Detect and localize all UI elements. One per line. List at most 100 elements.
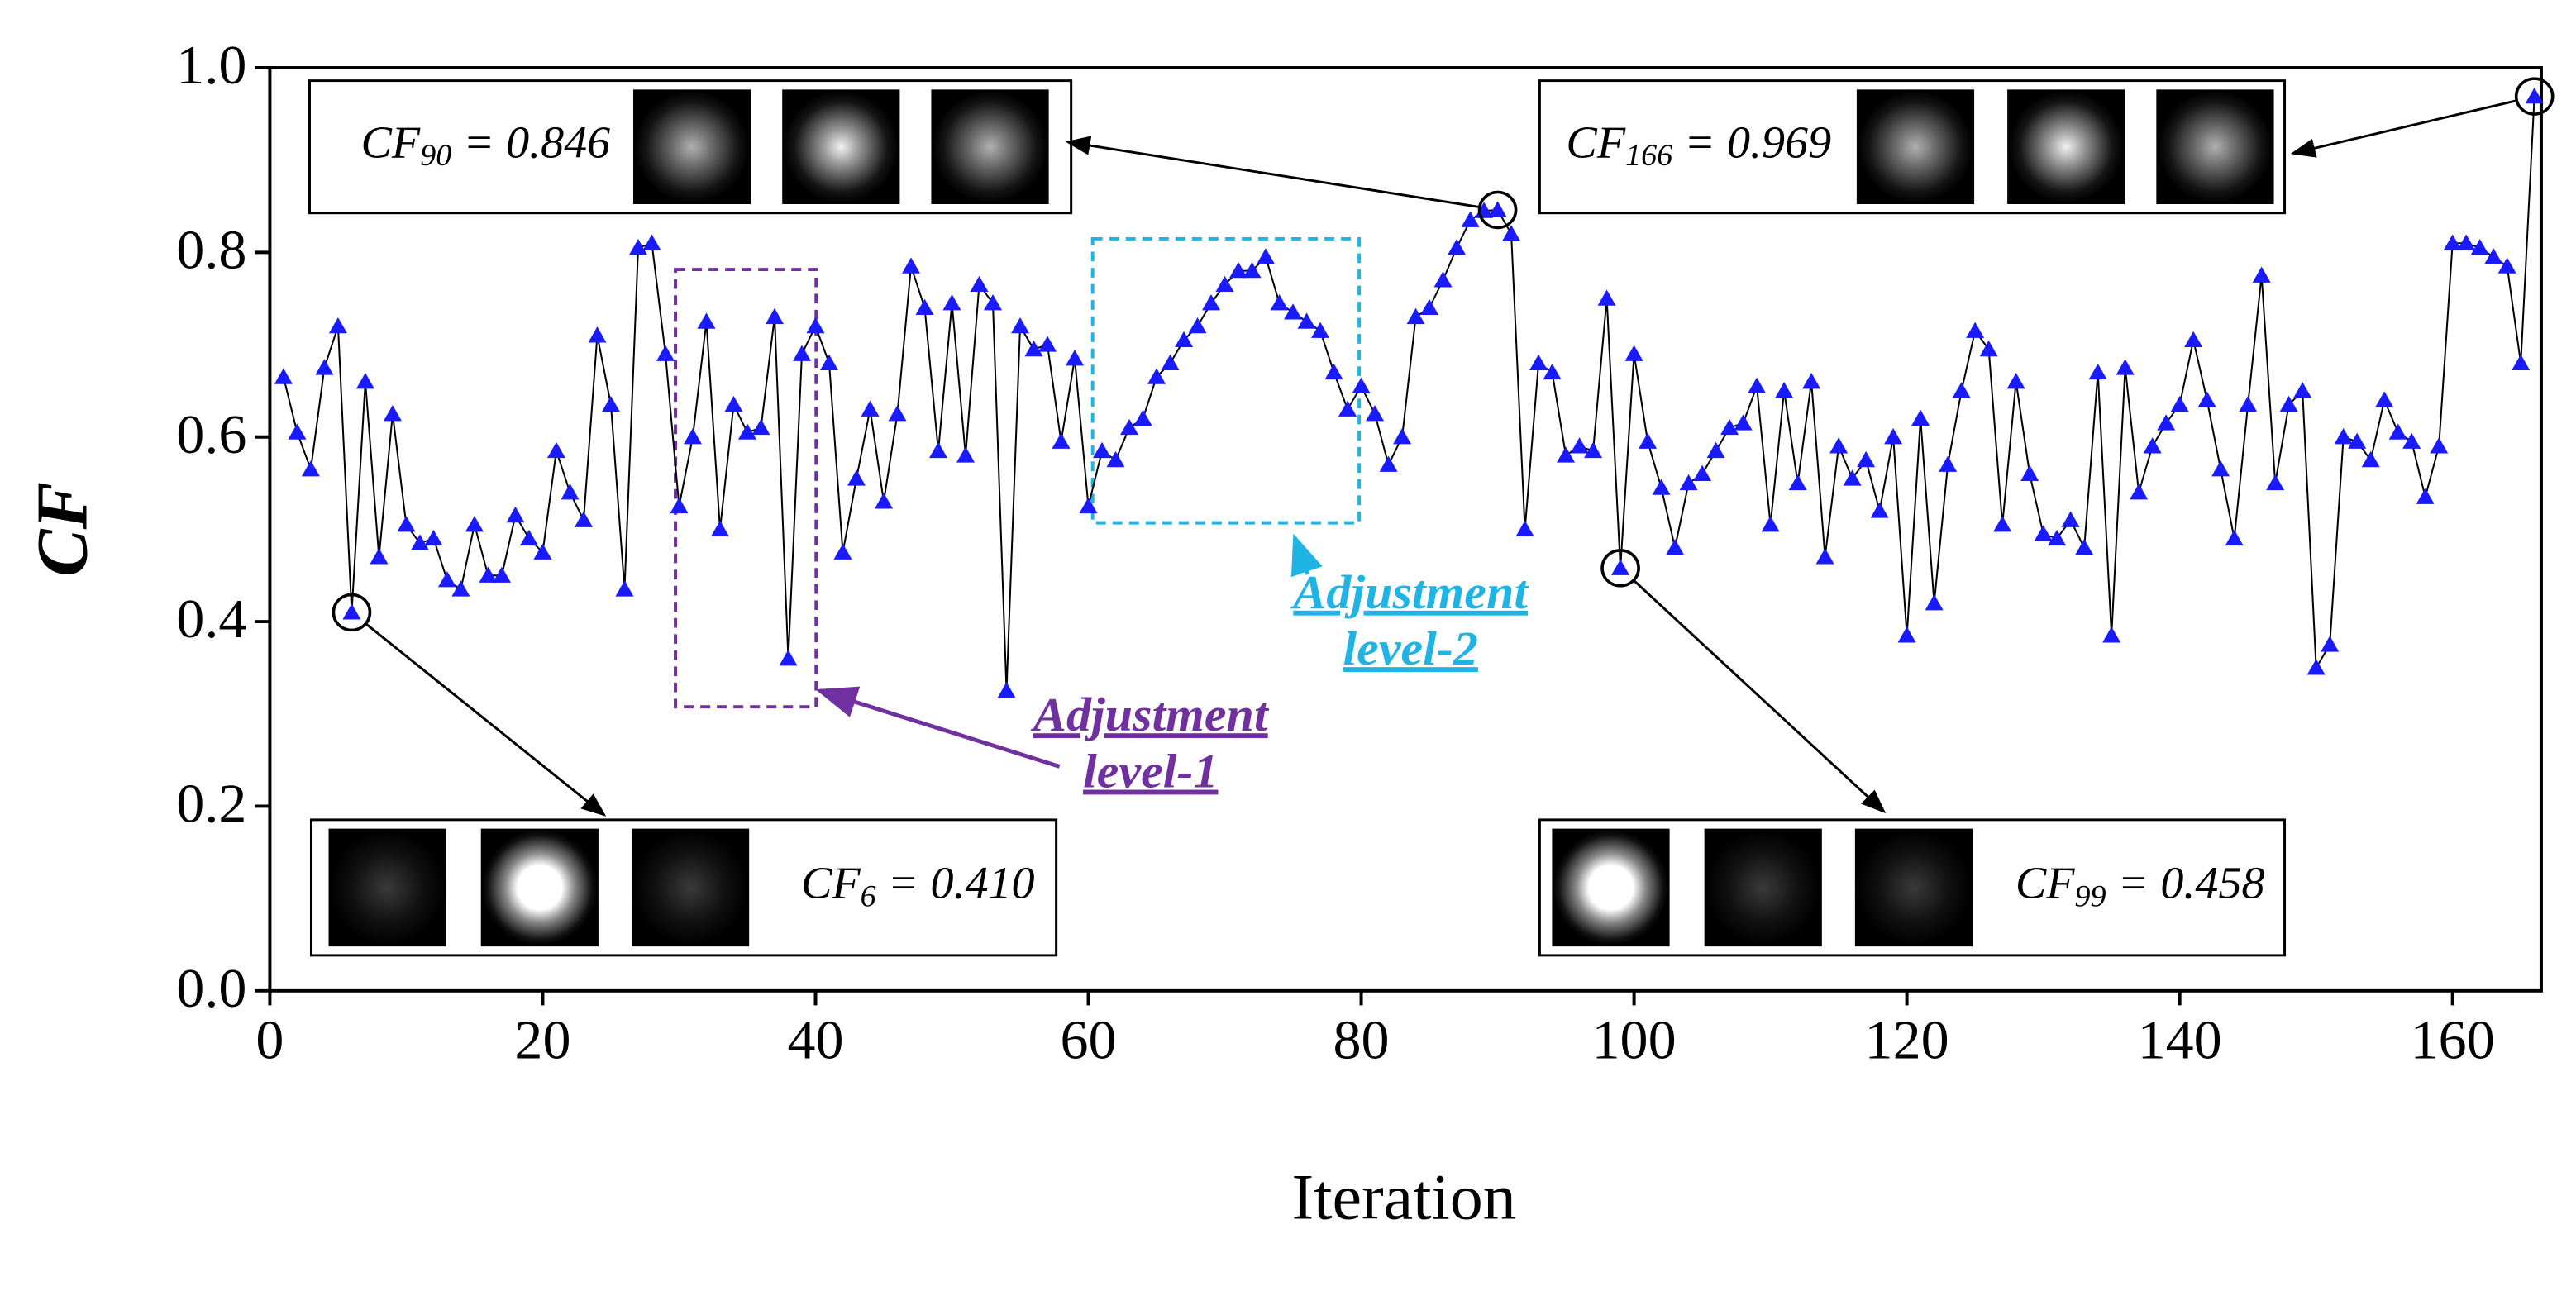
data-point <box>383 405 402 422</box>
data-point <box>1502 225 1521 241</box>
data-point <box>546 441 565 459</box>
data-point <box>2525 87 2544 104</box>
data-point <box>2375 391 2394 407</box>
data-point <box>2388 423 2407 440</box>
inset-label: CF6 = 0.410 <box>801 858 1035 913</box>
data-point <box>2116 359 2135 375</box>
data-point <box>1570 437 1589 454</box>
data-point <box>2034 525 2053 541</box>
x-tick-label: 0 <box>255 1009 284 1070</box>
data-point <box>1843 469 1862 486</box>
data-point <box>656 345 675 361</box>
data-point <box>2225 529 2244 546</box>
data-point <box>1270 294 1289 311</box>
inset-label-value: = 0.846 <box>463 117 610 167</box>
highlight-circle <box>2514 77 2555 116</box>
data-point <box>847 469 866 486</box>
adjustment-box <box>674 268 818 709</box>
inset-label: CF99 = 0.458 <box>2015 858 2265 913</box>
data-point <box>737 423 756 440</box>
data-point <box>451 580 470 597</box>
y-tick-label: 0.2 <box>176 773 246 834</box>
data-point <box>628 239 647 255</box>
x-tick-label: 120 <box>1865 1009 1949 1070</box>
data-line <box>282 96 2535 691</box>
data-point <box>424 529 443 546</box>
data-point <box>519 529 538 546</box>
data-point <box>1366 405 1385 422</box>
data-point <box>997 682 1016 698</box>
data-point <box>2321 636 2340 652</box>
inset-label-sub: 6 <box>861 879 876 912</box>
data-point <box>328 317 347 334</box>
data-point <box>670 497 689 514</box>
data-point <box>1952 382 1971 398</box>
data-point <box>1324 363 1343 380</box>
data-point <box>765 307 784 325</box>
data-point <box>1311 322 1330 338</box>
y-tick-label: 0.4 <box>176 588 246 650</box>
inset-image <box>1704 828 1822 947</box>
data-point <box>874 493 894 509</box>
data-point <box>1829 437 1849 454</box>
plot-frame <box>268 66 2543 993</box>
data-point <box>370 548 389 565</box>
data-point <box>1448 239 1467 255</box>
inset-image <box>632 89 751 204</box>
data-point <box>1979 340 1998 357</box>
data-point <box>2170 395 2189 412</box>
data-point <box>1379 455 1398 472</box>
data-point <box>1024 340 1043 357</box>
x-tick-label: 160 <box>2411 1009 2495 1070</box>
inset-image <box>2007 89 2125 204</box>
data-point <box>1897 626 1916 643</box>
data-point <box>1870 502 1889 518</box>
data-point <box>437 571 456 588</box>
y-tick-label: 1.0 <box>176 35 246 96</box>
data-point <box>1147 368 1166 384</box>
data-point <box>1884 427 1903 445</box>
data-point <box>588 326 607 343</box>
data-point <box>615 580 634 597</box>
data-point <box>601 395 620 412</box>
data-point <box>2402 432 2421 449</box>
data-point <box>915 298 934 315</box>
data-point <box>2006 372 2025 389</box>
data-point <box>1775 382 1794 398</box>
data-point <box>1352 377 1371 393</box>
data-point <box>1543 363 1562 380</box>
data-point <box>410 534 429 550</box>
data-point <box>1188 317 1207 334</box>
inset-image <box>631 828 750 947</box>
data-point <box>1611 559 1630 575</box>
data-point <box>1584 441 1603 459</box>
data-point <box>1761 516 1780 532</box>
inset-label-value: = 0.969 <box>1684 117 1831 167</box>
data-point <box>2266 474 2285 491</box>
data-point <box>1748 377 1767 393</box>
data-point <box>288 423 307 440</box>
data-point <box>2088 363 2107 380</box>
data-point <box>1079 497 1098 514</box>
data-point <box>465 516 484 532</box>
pointer-arrow <box>2290 99 2517 158</box>
pointer-arrow <box>1065 136 1481 209</box>
data-point <box>1639 432 1658 449</box>
y-tick-label: 0.6 <box>176 404 246 465</box>
data-point <box>1052 432 1071 449</box>
data-point <box>1597 289 1616 306</box>
data-point <box>342 603 361 620</box>
data-point <box>1515 520 1534 537</box>
inset-image <box>1856 89 1975 204</box>
data-point <box>833 543 852 560</box>
x-tick-label: 20 <box>514 1009 570 1070</box>
data-point <box>970 275 989 293</box>
data-point <box>1106 450 1125 468</box>
inset-label-cf: CF <box>801 858 861 908</box>
data-point <box>2457 234 2476 250</box>
data-point <box>683 427 702 445</box>
x-tick-label: 40 <box>787 1009 843 1070</box>
data-point <box>2075 539 2094 555</box>
y-tick-label: 0.0 <box>176 958 246 1019</box>
data-point <box>355 372 374 389</box>
